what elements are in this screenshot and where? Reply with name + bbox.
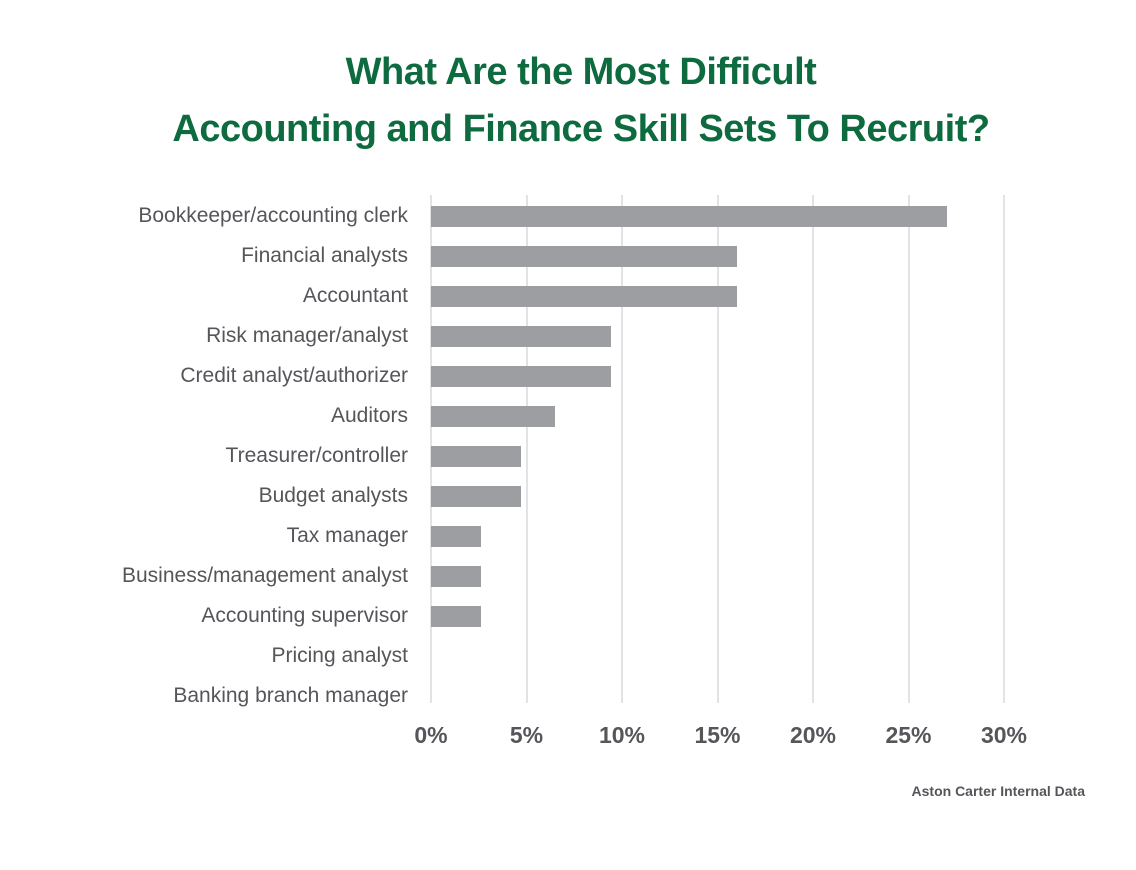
- category-row: Bookkeeper/accounting clerk: [0, 196, 1136, 236]
- category-label: Auditors: [330, 404, 408, 427]
- bar: [431, 366, 611, 387]
- category-row: Accountant: [0, 276, 1136, 316]
- category-row: Accounting supervisor: [0, 596, 1136, 636]
- x-tick-label: 10%: [598, 722, 646, 748]
- category-label: Tax manager: [286, 524, 408, 547]
- category-label: Budget analysts: [258, 484, 408, 507]
- gridline: [812, 195, 814, 703]
- gridline: [716, 195, 719, 703]
- category-row: Pricing analyst: [0, 636, 1136, 676]
- bar: [431, 246, 737, 267]
- gridline: [907, 195, 910, 703]
- chart-title: What Are the Most Difficult Accounting a…: [0, 44, 1136, 158]
- gridline: [525, 195, 528, 703]
- category-row: Treasurer/controller: [0, 436, 1136, 476]
- x-tick-label: 20%: [789, 722, 837, 748]
- category-row: Business/management analyst: [0, 556, 1136, 596]
- x-tick-label: 15%: [694, 722, 741, 748]
- bar: [431, 206, 947, 227]
- bar: [431, 326, 611, 347]
- bar: [431, 406, 556, 427]
- gridline: [1003, 195, 1005, 703]
- bar: [431, 486, 521, 507]
- x-tick-label: 5%: [509, 722, 544, 748]
- bar: [431, 526, 481, 547]
- bar: [431, 606, 481, 627]
- category-row: Auditors: [0, 396, 1136, 436]
- category-row: Banking branch manager: [0, 676, 1136, 716]
- bar: [431, 446, 521, 467]
- category-label: Credit analyst/authorizer: [180, 364, 408, 387]
- category-label: Accountant: [302, 284, 408, 307]
- x-tick-label: 30%: [980, 722, 1028, 748]
- source-credit: Aston Carter Internal Data: [911, 783, 1085, 799]
- bar: [431, 566, 481, 587]
- category-label: Business/management analyst: [122, 564, 408, 587]
- category-row: Financial analysts: [0, 236, 1136, 276]
- category-label: Risk manager/analyst: [206, 324, 408, 347]
- category-row: Risk manager/analyst: [0, 316, 1136, 356]
- category-label: Pricing analyst: [271, 644, 408, 667]
- gridline: [621, 195, 623, 703]
- category-label: Treasurer/controller: [225, 444, 408, 467]
- chart-title-line2: Accounting and Finance Skill Sets To Rec…: [172, 108, 990, 150]
- x-tick-label: 0%: [414, 722, 448, 748]
- chart-title-line1: What Are the Most Difficult: [345, 51, 817, 93]
- x-tick-label: 25%: [885, 722, 932, 748]
- category-row: Credit analyst/authorizer: [0, 356, 1136, 396]
- category-label: Financial analysts: [241, 244, 408, 267]
- bar: [431, 286, 737, 307]
- category-row: Tax manager: [0, 516, 1136, 556]
- category-label: Banking branch manager: [173, 684, 408, 707]
- category-row: Budget analysts: [0, 476, 1136, 516]
- category-label: Bookkeeper/accounting clerk: [138, 204, 408, 227]
- category-label: Accounting supervisor: [201, 604, 408, 627]
